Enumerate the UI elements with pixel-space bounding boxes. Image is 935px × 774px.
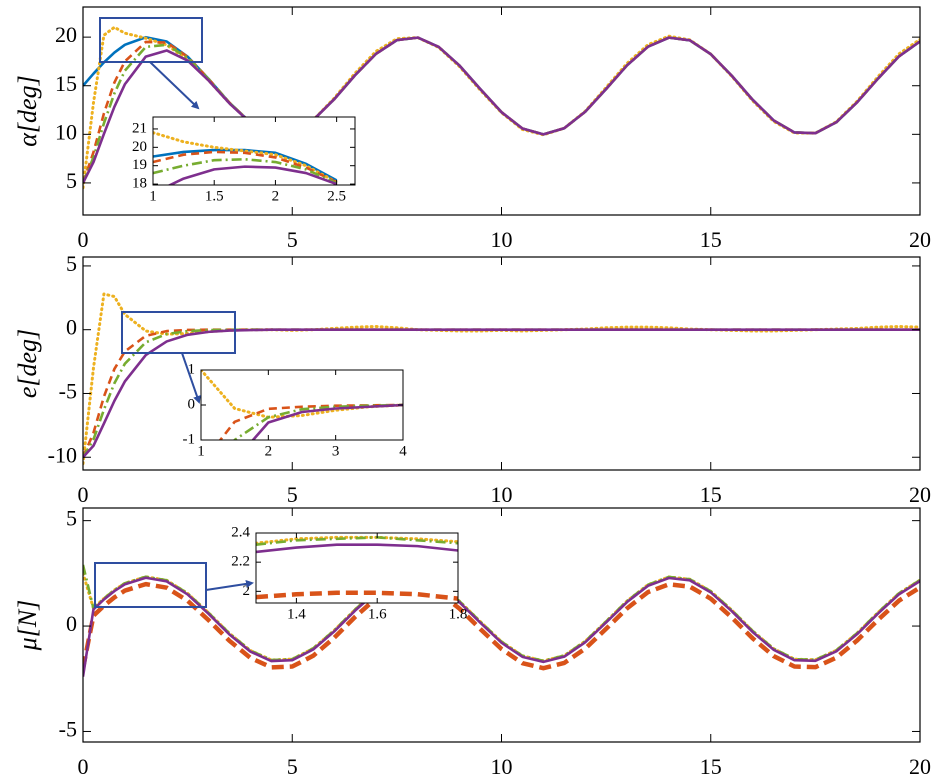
zoom-box	[94, 562, 207, 608]
series-line	[256, 543, 458, 554]
y-tick-label: 18	[132, 176, 147, 192]
series-line	[153, 157, 338, 185]
axes: 0 5 10 15 20 5 10 15 20 α[deg]	[13, 6, 931, 252]
series-lines	[201, 370, 403, 440]
x-tick-label: 2	[265, 443, 273, 459]
x-tick-label: 0	[78, 227, 89, 252]
series-line	[167, 165, 338, 185]
y-tick-label: -10	[48, 442, 77, 467]
series-line	[83, 328, 920, 459]
y-tick-label: 5	[66, 251, 77, 276]
x-tick-label: 15	[700, 754, 722, 774]
x-tick-label: 20	[909, 754, 931, 774]
series-lines	[256, 535, 458, 601]
series-lines	[83, 564, 920, 677]
series-line	[83, 576, 920, 677]
series-line	[256, 590, 458, 601]
x-tick-label: 10	[491, 227, 513, 252]
x-tick-label: 2.5	[327, 188, 346, 204]
y-tick-label: 2.2	[231, 554, 250, 570]
y-tick-label: 19	[132, 157, 147, 173]
y-tick-label: 15	[55, 71, 77, 96]
x-tick-label: 1	[197, 443, 205, 459]
y-axis-label: α[deg]	[13, 75, 42, 146]
y-tick-label: 20	[132, 139, 147, 155]
series-line	[153, 131, 339, 184]
series-line	[83, 581, 920, 671]
zoom-annotations	[94, 17, 254, 608]
series-line	[153, 150, 338, 184]
x-tick-label: 2	[272, 188, 280, 204]
y-tick-label: 1	[188, 361, 196, 377]
x-tick-label: 1.6	[368, 606, 387, 622]
zoom-arrow	[181, 352, 201, 404]
x-tick-label: 1.4	[287, 606, 306, 622]
y-tick-label: -5	[59, 717, 77, 742]
series-lines	[153, 131, 339, 185]
y-tick-label: 10	[55, 119, 77, 144]
plot-area	[83, 508, 920, 742]
axes: 1.4 1.6 1.8 2 2.2 2.4	[231, 524, 467, 622]
zoom-box	[121, 311, 236, 354]
axes: 1 1.5 2 2.5 18 19 20 21	[132, 116, 356, 204]
x-tick-label: 20	[909, 227, 931, 252]
y-tick-label: 5	[66, 506, 77, 531]
y-tick-label: 21	[132, 120, 147, 136]
x-tick-label: 15	[700, 482, 722, 507]
x-tick-label: 5	[287, 227, 298, 252]
y-axis-label: e[deg]	[13, 329, 42, 398]
series-lines	[83, 25, 920, 190]
plot-area	[201, 370, 403, 440]
series-line	[218, 403, 403, 440]
series-line	[83, 36, 920, 184]
series-line	[153, 148, 338, 182]
x-tick-label: 5	[287, 754, 298, 774]
zoom-arrow	[149, 61, 200, 110]
x-tick-label: 10	[491, 754, 513, 774]
series-lines	[83, 292, 920, 466]
y-tick-label: 2.4	[231, 524, 250, 540]
x-tick-label: 4	[399, 443, 407, 459]
x-tick-label: 1.5	[205, 188, 224, 204]
x-tick-label: 20	[909, 482, 931, 507]
y-tick-label: 0	[188, 396, 196, 412]
x-tick-label: 1	[149, 188, 157, 204]
series-line	[233, 403, 403, 440]
series-line	[256, 536, 458, 546]
y-tick-label: 2	[243, 583, 251, 599]
x-tick-label: 1.8	[449, 606, 468, 622]
x-tick-label: 0	[78, 482, 89, 507]
y-tick-label: 0	[66, 611, 77, 636]
x-tick-label: 0	[78, 754, 89, 774]
series-line	[201, 370, 403, 419]
axes: 1 2 3 4 -1 0 1	[183, 361, 408, 459]
series-line	[251, 403, 403, 440]
x-tick-label: 10	[491, 482, 513, 507]
x-tick-label: 5	[287, 482, 298, 507]
zoom-arrow	[205, 579, 254, 591]
y-tick-label: 0	[66, 315, 77, 340]
y-axis-label: μ[N]	[13, 600, 42, 652]
axes-frame	[255, 532, 459, 604]
x-tick-label: 3	[332, 443, 340, 459]
y-tick-label: -5	[59, 379, 77, 404]
y-tick-label: -1	[183, 431, 196, 447]
y-tick-label: 5	[66, 168, 77, 193]
axes-frame	[152, 116, 356, 186]
x-tick-label: 15	[700, 227, 722, 252]
y-tick-label: 20	[55, 22, 77, 47]
